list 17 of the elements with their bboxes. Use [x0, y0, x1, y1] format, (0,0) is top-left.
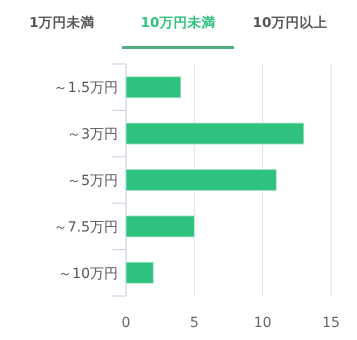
x-tick-label: 15 [322, 315, 340, 331]
bar [126, 169, 277, 191]
bar [126, 216, 195, 238]
bar [126, 122, 304, 144]
text: 10万円以上 [252, 15, 328, 31]
x-tick-label: 5 [190, 315, 199, 331]
x-tick-label: 0 [122, 315, 130, 331]
y-tick-label: ～10万円 [58, 266, 118, 282]
y-tick-label: ～3万円 [67, 126, 118, 143]
y-tick-label: ～1.5万円 [54, 80, 118, 96]
bar [126, 76, 182, 98]
text: 1万円未満 [29, 15, 95, 31]
y-tick-label: ～5万円 [67, 173, 118, 189]
x-tick-label: 10 [254, 315, 272, 331]
chart-title: 10万円未満 [140, 15, 216, 31]
bar [126, 262, 154, 284]
y-tick-label: ～7.5万円 [54, 219, 118, 236]
